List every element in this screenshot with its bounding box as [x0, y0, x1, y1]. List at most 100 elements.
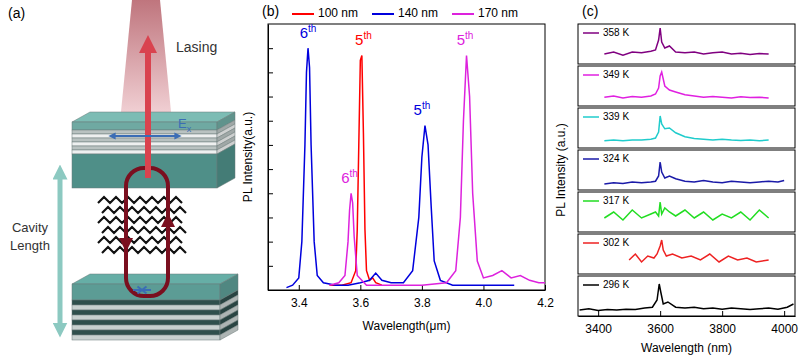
- tick-mark: [299, 285, 300, 290]
- peak-label-suffix: th: [350, 168, 358, 179]
- axis-line: [269, 290, 546, 291]
- material-layer: [102, 247, 186, 253]
- legend: 324 K: [583, 153, 629, 164]
- plot-area: [286, 48, 545, 287]
- tick: [268, 48, 273, 49]
- mirror-top: [72, 112, 235, 122]
- tick: [268, 121, 273, 122]
- tick: [268, 145, 273, 146]
- mirror-layer: [72, 134, 217, 138]
- legend-swatch: [372, 13, 394, 15]
- subplot: 349 K: [578, 66, 795, 106]
- plot-frame: [578, 192, 795, 232]
- subplot: 302 K: [578, 234, 795, 274]
- loop-path: [126, 168, 168, 296]
- legend-label: 140 nm: [398, 6, 438, 20]
- tick: [268, 72, 273, 73]
- legend-swatch: [583, 242, 599, 244]
- peak-label: 6th: [341, 168, 358, 186]
- peak-label-number: 5: [457, 31, 465, 48]
- subplot: 317 K: [578, 192, 795, 232]
- tick: 3800: [709, 311, 736, 336]
- tick-label: 4000: [771, 322, 798, 336]
- subplot: 296 K: [578, 276, 795, 316]
- bottom-mirror: [72, 274, 238, 340]
- plot-frame: [578, 66, 795, 106]
- mirror-side: [217, 144, 235, 188]
- tick-label: 4.0: [476, 296, 493, 310]
- star-ray: [138, 287, 147, 294]
- x-axis: 3.43.63.84.04.2: [269, 285, 555, 310]
- light-loop: [126, 168, 168, 296]
- mirror-layer: [72, 310, 220, 315]
- legend-swatch: [583, 200, 599, 202]
- tick: [268, 290, 273, 291]
- peak-label-suffix: th: [465, 30, 473, 41]
- chart-title: (c): [582, 3, 598, 19]
- legend: 349 K: [583, 69, 629, 80]
- tick: 4000: [771, 311, 798, 336]
- mirror-layer: [72, 142, 217, 146]
- top-mirror: [72, 112, 235, 188]
- tick-mark: [268, 217, 273, 218]
- peak-label-suffix: th: [363, 30, 371, 41]
- tick-label: 3.8: [414, 296, 431, 310]
- legend-swatch: [583, 32, 599, 34]
- tick-label: 3800: [709, 322, 736, 336]
- legend-swatch: [583, 158, 599, 160]
- tick: 3600: [647, 311, 674, 336]
- panel-a: (a)LasingExCavityLength: [8, 0, 238, 340]
- legend-swatch: [583, 74, 599, 76]
- tick: 3.8: [414, 285, 431, 310]
- legend-swatch: [583, 116, 599, 118]
- axis-line: [268, 25, 269, 291]
- y-axis-title: PL Intensity (a.u.): [554, 123, 568, 217]
- cavity-arrow: [58, 172, 63, 330]
- cavity-length-label: Cavity: [12, 220, 49, 235]
- tick-mark: [722, 311, 723, 316]
- material-layer: [102, 207, 186, 213]
- subplot: 339 K: [578, 108, 795, 148]
- spectrum-line: [629, 240, 769, 262]
- tick-mark: [268, 121, 273, 122]
- peak-label-number: 5: [355, 31, 363, 48]
- tick-mark: [268, 145, 273, 146]
- spectrum-line: [330, 55, 545, 285]
- tick-mark: [268, 290, 273, 291]
- mirror-layer: [72, 154, 217, 188]
- peak-label: 5th: [414, 100, 431, 118]
- tick-mark: [545, 285, 546, 290]
- spectrum-line: [604, 162, 784, 184]
- legend-label: 349 K: [603, 69, 629, 80]
- mirror-layer: [72, 320, 220, 325]
- plot-area: [604, 162, 784, 184]
- mirror-layer: [72, 138, 217, 142]
- lasing-arrow: [145, 44, 151, 178]
- tick-label: 4.2: [537, 296, 554, 310]
- mirror-layer: [72, 325, 220, 330]
- mirror-layer: [72, 150, 217, 154]
- tick-mark: [360, 285, 361, 290]
- peak-label-suffix: th: [422, 100, 430, 111]
- legend-label: 358 K: [603, 27, 629, 38]
- legend: 100 nm140 nm170 nm: [292, 6, 518, 20]
- axis-line: [579, 316, 796, 317]
- subplot: 358 K: [578, 24, 795, 64]
- tick: [268, 242, 273, 243]
- y-axis: [268, 25, 273, 291]
- plot-area: [629, 240, 769, 262]
- tick-mark: [268, 242, 273, 243]
- panel-label: (a): [8, 5, 25, 21]
- legend: 302 K: [583, 237, 629, 248]
- peak-label-number: 6: [341, 169, 349, 186]
- tick-mark: [660, 311, 661, 316]
- peak-label: 5th: [355, 30, 372, 48]
- legend-label: 317 K: [603, 195, 629, 206]
- mirror-layer: [72, 315, 220, 320]
- tick: [268, 193, 273, 194]
- field-label-subscript: x: [187, 124, 192, 134]
- legend-label: 302 K: [603, 237, 629, 248]
- tick-label: 3400: [585, 322, 612, 336]
- x-axis-title: Wavelength (nm): [641, 341, 732, 355]
- subplot: 324 K: [578, 150, 795, 190]
